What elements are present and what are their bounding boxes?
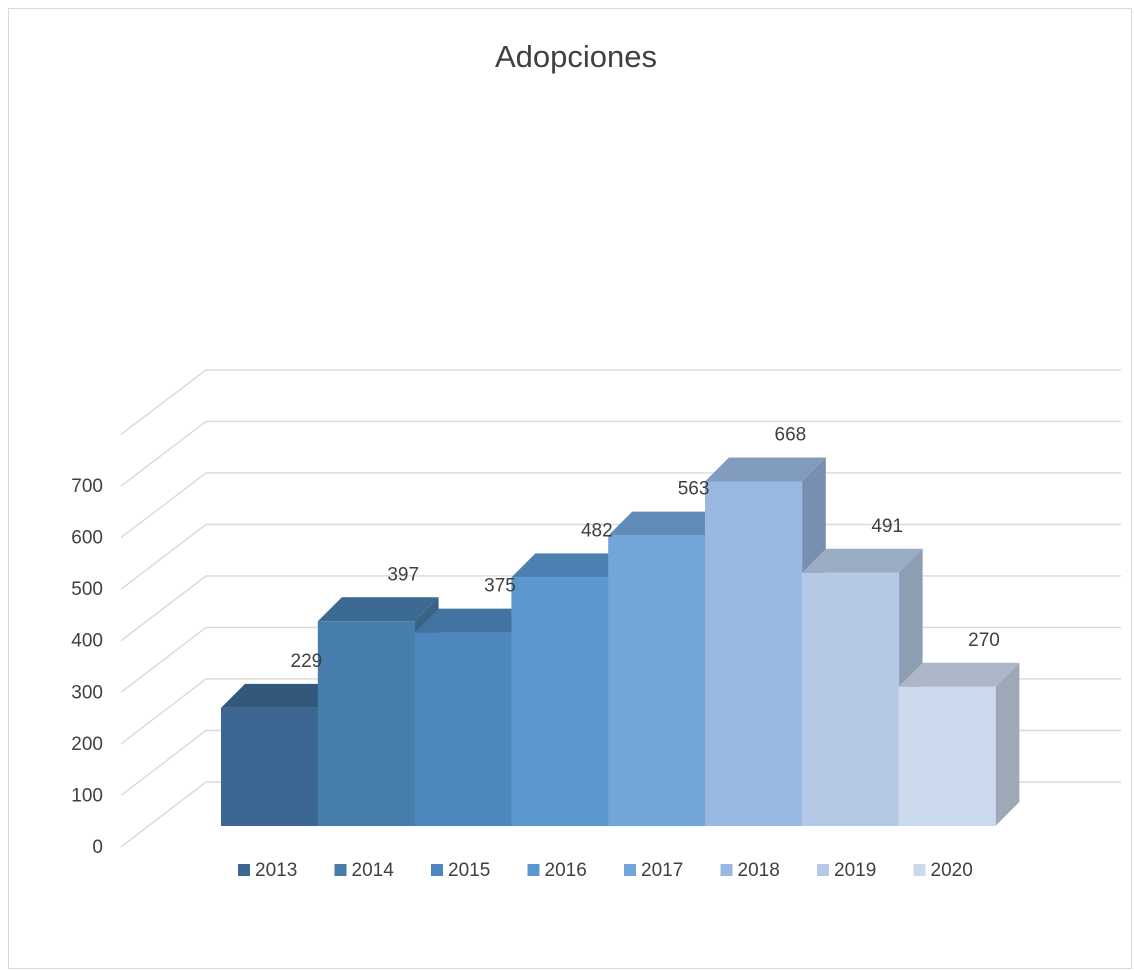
chart-svg: Adopciones 0 100 200 300 400 500 600 700 229 397… (71, 39, 1121, 881)
bars (221, 457, 1020, 826)
legend-label: 2018 (738, 860, 780, 881)
gridline (120, 369, 1121, 435)
y-tick-label: 100 (71, 785, 103, 806)
bar (898, 662, 1020, 826)
bar-front (608, 535, 706, 826)
y-tick-label: 400 (71, 631, 103, 652)
gridline (120, 420, 1121, 487)
data-labels: 229 397 375 482 563 668 491 270 (291, 425, 1000, 672)
legend-swatch (238, 864, 250, 876)
legend-item: 2016 (527, 860, 587, 881)
y-axis: 0 100 200 300 400 500 600 700 (71, 476, 103, 858)
bar-front (511, 577, 609, 826)
legend-label: 2015 (448, 860, 490, 881)
legend-item: 2015 (431, 860, 490, 881)
bar-top (801, 548, 923, 573)
bar-front (898, 686, 996, 826)
legend-item: 2014 (334, 860, 395, 881)
y-tick-label: 200 (71, 734, 103, 755)
data-label: 491 (871, 516, 903, 537)
gridlines (120, 369, 1121, 848)
data-label: 397 (387, 564, 419, 585)
y-tick-label: 700 (71, 476, 103, 497)
legend-label: 2016 (545, 860, 587, 881)
y-tick-label: 500 (71, 579, 103, 600)
y-tick-label: 0 (92, 837, 103, 858)
bar-front (221, 707, 319, 826)
legend-label: 2019 (834, 860, 876, 881)
legend: 2013 2014 2015 2016 2017 2018 2019 2020 (238, 860, 973, 881)
bar-front (414, 632, 512, 826)
data-label: 563 (678, 479, 710, 500)
data-label: 482 (581, 520, 613, 541)
bar-top (511, 553, 633, 578)
chart-area: Adopciones 0 100 200 300 400 500 600 700 229 397… (8, 8, 1132, 969)
bar-top (317, 597, 439, 622)
legend-swatch (334, 864, 347, 876)
bar-top (705, 457, 826, 482)
bar-side (995, 662, 1020, 826)
legend-item: 2017 (624, 860, 683, 881)
data-label: 668 (775, 425, 807, 446)
legend-item: 2013 (238, 860, 297, 881)
legend-label: 2014 (352, 860, 395, 881)
bar-front (705, 481, 803, 826)
bar-top (608, 511, 729, 536)
bar-front (801, 572, 900, 826)
bar-top (898, 662, 1020, 687)
legend-label: 2013 (255, 860, 297, 881)
chart-title: Adopciones (495, 39, 657, 74)
legend-swatch (431, 864, 443, 876)
legend-swatch (624, 864, 636, 876)
bar-top (414, 608, 536, 633)
bar-front (317, 621, 416, 826)
legend-item: 2018 (720, 860, 780, 881)
legend-swatch (817, 864, 829, 876)
legend-label: 2020 (931, 860, 973, 881)
data-label: 270 (968, 630, 1000, 651)
legend-item: 2020 (913, 860, 973, 881)
legend-swatch (527, 864, 540, 876)
data-label: 229 (291, 651, 323, 672)
legend-item: 2019 (817, 860, 876, 881)
legend-label: 2017 (641, 860, 683, 881)
legend-swatch (720, 864, 733, 876)
y-tick-label: 300 (71, 682, 103, 703)
data-label: 375 (484, 576, 516, 597)
y-tick-label: 600 (71, 528, 103, 549)
bar-top (221, 683, 342, 708)
legend-swatch (913, 864, 926, 876)
